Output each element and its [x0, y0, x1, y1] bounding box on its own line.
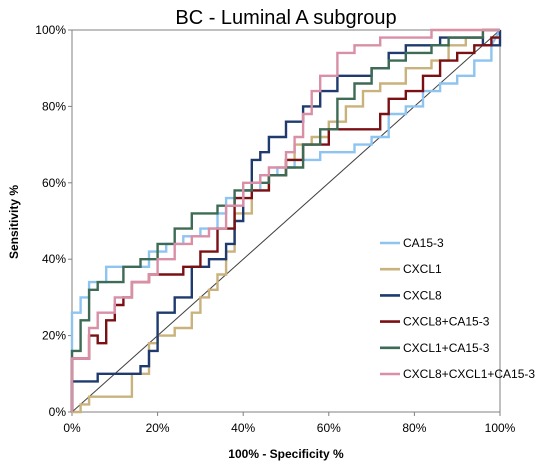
x-tick-label: 40% — [231, 421, 255, 435]
x-tick-label: 0% — [63, 421, 81, 435]
y-tick-label: 60% — [42, 176, 66, 190]
legend-label: CXCL8+CA15-3 — [403, 315, 490, 329]
y-tick-label: 80% — [42, 99, 66, 113]
y-tick-label: 20% — [42, 329, 66, 343]
y-tick-label: 0% — [49, 405, 67, 419]
y-tick-label: 100% — [35, 23, 66, 37]
y-axis-title: Sensitivity % — [7, 185, 21, 259]
legend-label: CXCL1 — [403, 262, 442, 276]
legend: CA15-3 CXCL1 CXCL8 CXCL8+CA15-3 CXCL1+CA15-3… — [380, 236, 535, 381]
x-tick-label: 60% — [317, 421, 341, 435]
reference-diagonal — [71, 29, 501, 413]
series-line — [70, 30, 502, 412]
x-axis-title: 100% - Specificity % — [228, 447, 344, 461]
legend-label: CXCL1+CA15-3 — [403, 341, 490, 355]
x-tick-label: 80% — [402, 421, 426, 435]
legend-label: CXCL8 — [403, 288, 442, 302]
chart-title: BC - Luminal A subgroup — [175, 7, 396, 29]
x-tick-label: 100% — [485, 421, 516, 435]
legend-label: CA15-3 — [403, 236, 444, 250]
axis-ticks: 0% 20% 40% 60% 80% 100% 0% 20% 40% 60% 80% 100% — [35, 23, 515, 435]
y-tick-label: 40% — [42, 252, 66, 266]
series-line — [70, 28, 500, 412]
plot-frame — [71, 29, 501, 413]
x-tick-label: 20% — [146, 421, 170, 435]
legend-label: CXCL8+CXCL1+CA15-3 — [403, 367, 535, 381]
series-lines — [70, 28, 502, 414]
plot-area — [71, 29, 501, 413]
series-line — [70, 29, 502, 412]
series-line — [70, 36, 500, 412]
series-line — [70, 28, 500, 412]
